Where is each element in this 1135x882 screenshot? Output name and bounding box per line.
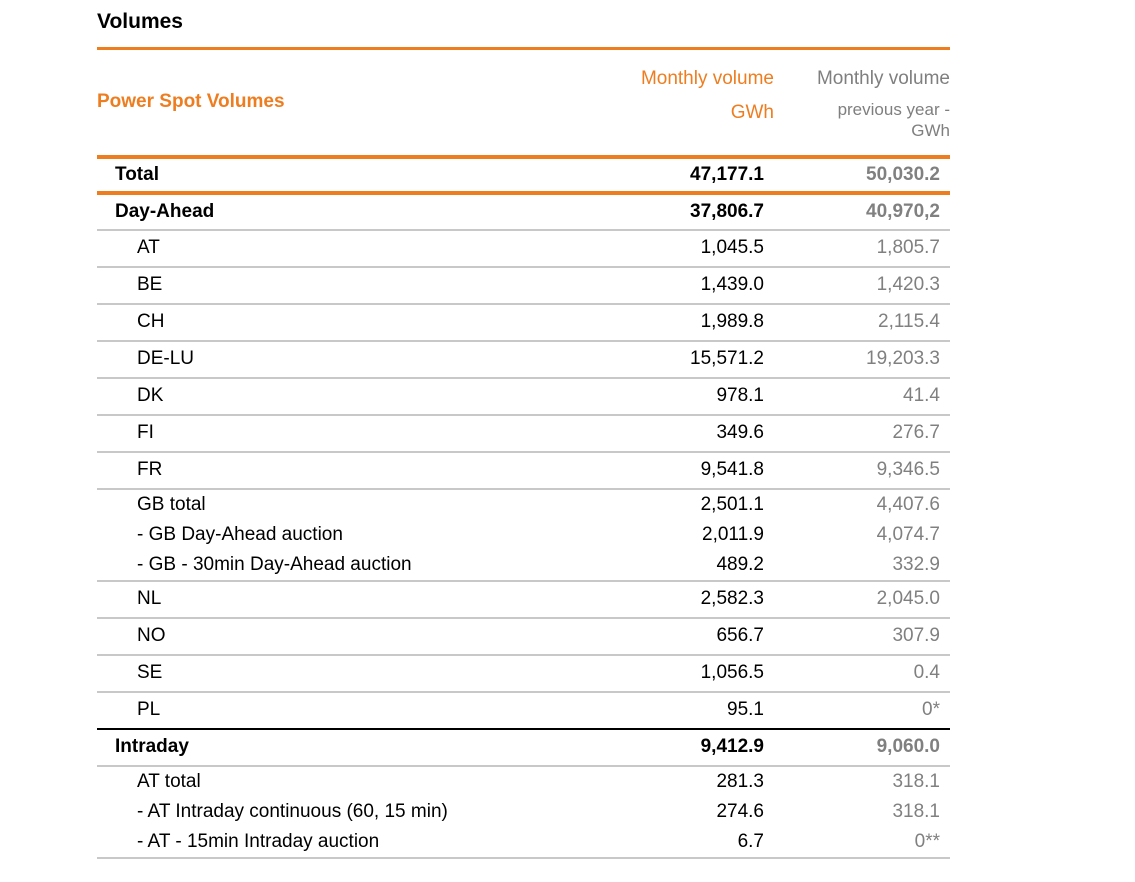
row-current-value: 281.3 bbox=[716, 770, 764, 792]
row-current-value: 1,045.5 bbox=[584, 229, 775, 268]
row-previous-value: 332.9 bbox=[892, 553, 940, 575]
row-previous-value: 2,045.0 bbox=[774, 580, 950, 619]
table-row-day-ahead: Day-Ahead 37,806.7 40,970,2 bbox=[97, 192, 950, 231]
row-label: FR bbox=[97, 451, 585, 490]
row-label: - AT Intraday continuous (60, 15 min) bbox=[137, 800, 448, 822]
row-previous-value: 307.9 bbox=[774, 617, 950, 656]
row-previous-value: 4,074.7 bbox=[876, 523, 940, 545]
volumes-table: Power Spot Volumes Monthly volume GWh Mo… bbox=[97, 47, 950, 859]
row-previous-value: 276.7 bbox=[774, 414, 950, 453]
header-power-spot-volumes: Power Spot Volumes bbox=[97, 47, 586, 159]
row-previous-value: 318.1 bbox=[892, 770, 940, 792]
row-current-value: 489.2 bbox=[716, 553, 764, 575]
page-title: Volumes bbox=[97, 10, 183, 33]
header-monthly-volume: Monthly volume GWh bbox=[585, 47, 776, 159]
header-monthly-volume-line1: Monthly volume bbox=[640, 68, 774, 89]
row-label: GB total bbox=[137, 493, 206, 515]
row-previous-value: 9,060.0 bbox=[774, 728, 950, 767]
row-current-value: 47,177.1 bbox=[584, 156, 775, 195]
row-current-value: 95.1 bbox=[584, 691, 775, 730]
row-current-value: 37,806.7 bbox=[584, 192, 775, 231]
table-row-gb: GB total - GB Day-Ahead auction - GB - 3… bbox=[97, 488, 950, 582]
row-current-group: 2,501.1 2,011.9 489.2 bbox=[584, 488, 775, 582]
table-row: NL 2,582.3 2,045.0 bbox=[97, 580, 950, 619]
row-current-group: 281.3 274.6 6.7 bbox=[584, 765, 775, 859]
row-label: - GB - 30min Day-Ahead auction bbox=[137, 553, 412, 575]
row-current-value: 15,571.2 bbox=[584, 340, 775, 379]
row-previous-value: 9,346.5 bbox=[774, 451, 950, 490]
row-current-value: 1,989.8 bbox=[584, 303, 775, 342]
row-label: AT bbox=[97, 229, 585, 268]
row-current-value: 1,056.5 bbox=[584, 654, 775, 693]
row-previous-value: 41.4 bbox=[774, 377, 950, 416]
header-previous-unit: GWh bbox=[911, 121, 950, 140]
row-label: NL bbox=[97, 580, 585, 619]
row-previous-value: 19,203.3 bbox=[774, 340, 950, 379]
table-row: DE-LU 15,571.2 19,203.3 bbox=[97, 340, 950, 379]
table-row-intraday: Intraday 9,412.9 9,060.0 bbox=[97, 728, 950, 767]
header-previous-line2: previous year - bbox=[837, 100, 950, 119]
row-previous-value: 0** bbox=[914, 830, 940, 852]
row-current-value: 9,412.9 bbox=[584, 728, 775, 767]
row-label: PL bbox=[97, 691, 585, 730]
row-current-value: 2,582.3 bbox=[584, 580, 775, 619]
row-current-value: 1,439.0 bbox=[584, 266, 775, 305]
row-label: DK bbox=[97, 377, 585, 416]
table-row: CH 1,989.8 2,115.4 bbox=[97, 303, 950, 342]
row-label-group: AT total - AT Intraday continuous (60, 1… bbox=[97, 765, 585, 859]
row-current-value: 274.6 bbox=[716, 800, 764, 822]
row-label: Total bbox=[97, 156, 585, 195]
row-label: Day-Ahead bbox=[97, 192, 585, 231]
row-previous-value: 1,420.3 bbox=[774, 266, 950, 305]
header-monthly-volume-unit: GWh bbox=[730, 102, 774, 123]
table-row: AT 1,045.5 1,805.7 bbox=[97, 229, 950, 268]
row-label: SE bbox=[97, 654, 585, 693]
table-row: BE 1,439.0 1,420.3 bbox=[97, 266, 950, 305]
row-previous-value: 4,407.6 bbox=[876, 493, 940, 515]
header-previous-line1: Monthly volume bbox=[816, 68, 950, 89]
row-previous-value: 318.1 bbox=[892, 800, 940, 822]
row-previous-value: 40,970,2 bbox=[774, 192, 950, 231]
table-row: NO 656.7 307.9 bbox=[97, 617, 950, 656]
row-label: - GB Day-Ahead auction bbox=[137, 523, 343, 545]
row-label: AT total bbox=[137, 770, 201, 792]
table-header-row: Power Spot Volumes Monthly volume GWh Mo… bbox=[97, 47, 950, 159]
table-row: FR 9,541.8 9,346.5 bbox=[97, 451, 950, 490]
row-current-value: 978.1 bbox=[584, 377, 775, 416]
row-current-value: 2,011.9 bbox=[702, 523, 764, 545]
row-previous-value: 0* bbox=[774, 691, 950, 730]
table-row-at-intraday: AT total - AT Intraday continuous (60, 1… bbox=[97, 765, 950, 859]
row-current-value: 9,541.8 bbox=[584, 451, 775, 490]
header-previous-year-volume: Monthly volume previous year - GWh bbox=[775, 47, 950, 159]
row-current-value: 349.6 bbox=[584, 414, 775, 453]
row-label: Intraday bbox=[97, 728, 585, 767]
row-previous-value: 2,115.4 bbox=[774, 303, 950, 342]
table-row: DK 978.1 41.4 bbox=[97, 377, 950, 416]
table-row: SE 1,056.5 0.4 bbox=[97, 654, 950, 693]
row-label: - AT - 15min Intraday auction bbox=[137, 830, 380, 852]
table-row: PL 95.1 0* bbox=[97, 691, 950, 730]
row-current-value: 2,501.1 bbox=[700, 493, 764, 515]
row-label: CH bbox=[97, 303, 585, 342]
row-label-group: GB total - GB Day-Ahead auction - GB - 3… bbox=[97, 488, 585, 582]
row-label: NO bbox=[97, 617, 585, 656]
row-label: BE bbox=[97, 266, 585, 305]
table-row: FI 349.6 276.7 bbox=[97, 414, 950, 453]
row-label: FI bbox=[97, 414, 585, 453]
row-current-value: 6.7 bbox=[737, 830, 764, 852]
row-current-value: 656.7 bbox=[584, 617, 775, 656]
row-previous-value: 50,030.2 bbox=[774, 156, 950, 195]
row-previous-value: 1,805.7 bbox=[774, 229, 950, 268]
row-previous-group: 4,407.6 4,074.7 332.9 bbox=[774, 488, 950, 582]
row-previous-group: 318.1 318.1 0** bbox=[774, 765, 950, 859]
row-label: DE-LU bbox=[97, 340, 585, 379]
table-row-total: Total 47,177.1 50,030.2 bbox=[97, 156, 950, 195]
row-previous-value: 0.4 bbox=[774, 654, 950, 693]
